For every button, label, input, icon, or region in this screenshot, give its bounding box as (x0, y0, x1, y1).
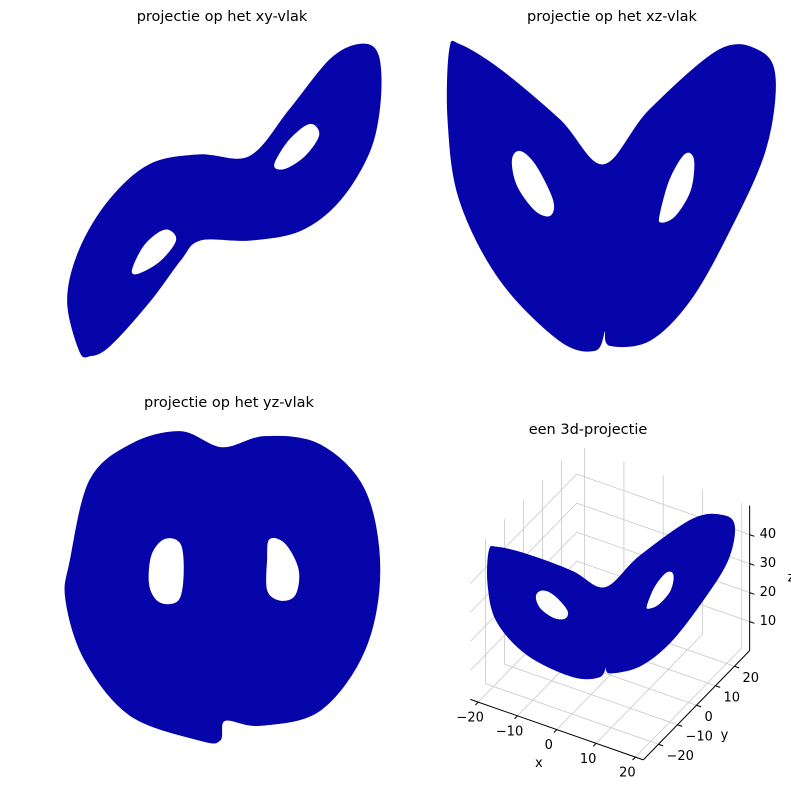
tick-mark (749, 621, 755, 624)
x-tick-label: 10 (580, 752, 597, 767)
tick-mark (632, 756, 636, 761)
panel-title: projectie op het yz-vlak (144, 395, 315, 411)
y-tick-label: −20 (666, 749, 693, 764)
z-tick-label: 30 (760, 556, 777, 571)
trajectory (487, 513, 736, 680)
trajectory (535, 590, 569, 620)
y-tick-label: 10 (723, 690, 740, 705)
trajectory (274, 124, 320, 170)
tick-mark (677, 724, 683, 727)
panel-title: projectie op het xy-vlak (137, 9, 308, 25)
y-tick-label: 0 (704, 710, 712, 725)
grid-line (485, 683, 659, 745)
panel-title: projectie op het xz-vlak (527, 9, 698, 25)
trajectory (658, 152, 695, 223)
panel-title: een 3d-projectie (529, 422, 648, 438)
trajectory (266, 537, 300, 601)
tick-mark (553, 729, 558, 733)
tick-mark (474, 701, 479, 706)
x-axis-label: x (535, 756, 543, 771)
trajectory (646, 571, 674, 609)
y-tick-label: −10 (685, 729, 712, 744)
x-tick-label: −20 (456, 711, 483, 726)
y-axis-label: y (721, 728, 729, 743)
tick-mark (696, 704, 702, 708)
tick-mark (749, 563, 755, 566)
y-axis (642, 650, 751, 761)
tick-mark (734, 665, 740, 669)
x-tick-label: 20 (619, 766, 636, 781)
tick-mark (715, 685, 721, 688)
trajectory (148, 538, 184, 605)
trajectory (446, 40, 776, 352)
trajectory (131, 229, 177, 275)
tick-mark (749, 534, 755, 537)
tick-mark (592, 743, 597, 747)
tick-mark (749, 592, 755, 595)
trajectory (511, 150, 555, 217)
x-tick-label: −10 (496, 724, 523, 739)
z-tick-label: 40 (760, 527, 777, 542)
y-tick-label: 20 (742, 671, 759, 686)
z-tick-label: 10 (760, 614, 777, 629)
trajectory (64, 431, 381, 744)
z-axis-label: z (788, 571, 791, 586)
tick-mark (514, 715, 518, 720)
z-tick-label: 20 (760, 585, 777, 600)
tick-mark (658, 743, 664, 747)
trajectory (67, 43, 382, 358)
x-tick-label: 0 (545, 738, 553, 753)
grid-line (504, 663, 678, 726)
